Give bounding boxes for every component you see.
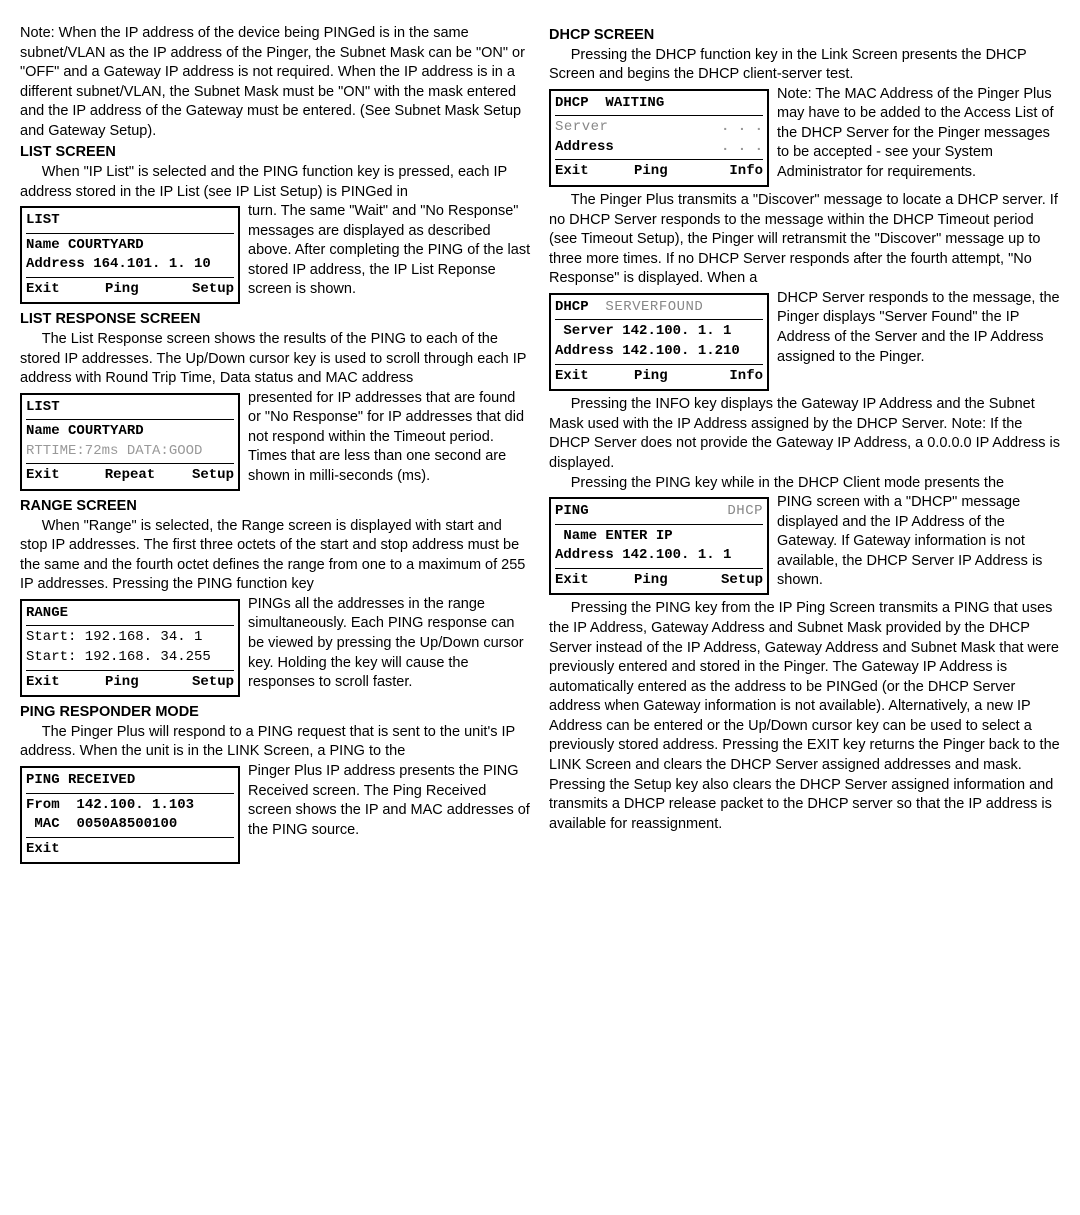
lcd-line-value: COURTYARD bbox=[68, 423, 144, 439]
responder-lcd: PING RECEIVED From 142.100. 1.103 MAC 00… bbox=[20, 766, 240, 864]
list-response-p1: The List Response screen shows the resul… bbox=[20, 330, 531, 389]
range-heading: RANGE SCREEN bbox=[20, 497, 531, 517]
dhcp-p6: Pressing the PING key while in the DHCP … bbox=[549, 474, 1060, 494]
lcd-softkey[interactable]: Setup bbox=[184, 280, 234, 300]
lcd-softkey[interactable]: Setup bbox=[184, 673, 234, 693]
lcd-softkey[interactable]: Repeat bbox=[105, 466, 155, 486]
lcd-line-value: 164.101. 1. 10 bbox=[93, 256, 211, 272]
lcd-softkey[interactable]: Exit bbox=[555, 367, 605, 387]
lcd-line-label: Name bbox=[26, 237, 60, 253]
dhcp-p8: Pressing the PING key from the IP Ping S… bbox=[549, 599, 1060, 834]
lcd-softkey[interactable]: Exit bbox=[26, 280, 76, 300]
note-paragraph: Note: When the IP address of the device … bbox=[20, 24, 531, 141]
dhcp-heading: DHCP SCREEN bbox=[549, 26, 1060, 46]
lcd-line-value: . . . bbox=[721, 118, 763, 138]
responder-heading: PING RESPONDER MODE bbox=[20, 703, 531, 723]
lcd-line-label: From bbox=[26, 797, 60, 813]
lcd-softkey[interactable]: Setup bbox=[184, 466, 234, 486]
responder-p1: The Pinger Plus will respond to a PING r… bbox=[20, 723, 531, 762]
lcd-softkey[interactable]: Setup bbox=[713, 571, 763, 591]
lcd-softkey[interactable]: Ping bbox=[634, 571, 684, 591]
lcd-line-value: 0050A8500100 bbox=[76, 816, 177, 832]
lcd-softkey[interactable]: Exit bbox=[555, 162, 605, 182]
lcd-title: PING bbox=[555, 502, 589, 522]
lcd-line-label: Address bbox=[555, 343, 614, 359]
lcd-title: RANGE bbox=[26, 604, 68, 624]
lcd-softkey[interactable]: Exit bbox=[26, 840, 76, 860]
lcd-line-value: 142.100. 1. 1 bbox=[622, 547, 731, 563]
lcd-softkey[interactable]: Exit bbox=[26, 673, 76, 693]
lcd-line-value: ENTER IP bbox=[605, 528, 672, 544]
lcd-softkey[interactable]: Info bbox=[713, 367, 763, 387]
dhcp-lcd2: DHCP SERVERFOUND Server 142.100. 1. 1 Ad… bbox=[549, 293, 769, 391]
lcd-softkey[interactable]: Ping bbox=[634, 367, 684, 387]
lcd-line: Start: 192.168. 34. 1 bbox=[26, 628, 234, 648]
list-screen-heading: LIST SCREEN bbox=[20, 143, 531, 163]
range-p1: When "Range" is selected, the Range scre… bbox=[20, 517, 531, 595]
lcd-softkey[interactable]: Ping bbox=[105, 280, 155, 300]
lcd-line-label: Address bbox=[26, 256, 85, 272]
lcd-line-value: . . . bbox=[721, 138, 763, 158]
lcd-title: LIST bbox=[26, 211, 60, 231]
lcd-line-label: Server bbox=[555, 118, 608, 138]
lcd-line-value: 142.100. 1. 1 bbox=[622, 323, 731, 339]
lcd-line-value: COURTYARD bbox=[68, 237, 144, 253]
list-response-heading: LIST RESPONSE SCREEN bbox=[20, 310, 531, 330]
lcd-title: PING RECEIVED bbox=[26, 771, 135, 791]
lcd-line-value: 142.100. 1.103 bbox=[76, 797, 194, 813]
lcd-line-label: Name bbox=[563, 528, 597, 544]
dhcp-p1: Pressing the DHCP function key in the Li… bbox=[549, 46, 1060, 85]
lcd-softkey[interactable]: Exit bbox=[26, 466, 76, 486]
list-screen-lcd: LIST Name COURTYARD Address 164.101. 1. … bbox=[20, 206, 240, 304]
lcd-title: LIST bbox=[26, 398, 60, 418]
lcd-softkey[interactable]: Exit bbox=[555, 571, 605, 591]
lcd-softkey[interactable]: Info bbox=[713, 162, 763, 182]
lcd-line-label: Name bbox=[26, 423, 60, 439]
dhcp-p3: The Pinger Plus transmits a "Discover" m… bbox=[549, 191, 1060, 289]
list-screen-p1: When "IP List" is selected and the PING … bbox=[20, 163, 531, 202]
lcd-status: WAITING bbox=[605, 95, 664, 111]
lcd-line-value: 142.100. 1.210 bbox=[622, 343, 740, 359]
dhcp-lcd3: PING DHCP Name ENTER IP Address 142.100.… bbox=[549, 497, 769, 595]
lcd-status: DHCP bbox=[727, 502, 763, 522]
lcd-title: DHCP bbox=[555, 95, 589, 111]
lcd-line: RTTIME:72ms DATA:GOOD bbox=[26, 442, 234, 462]
lcd-status: SERVERFOUND bbox=[605, 299, 703, 315]
lcd-line-label: Server bbox=[563, 323, 613, 339]
range-lcd: RANGE Start: 192.168. 34. 1 Start: 192.1… bbox=[20, 599, 240, 697]
list-response-lcd: LIST Name COURTYARD RTTIME:72ms DATA:GOO… bbox=[20, 393, 240, 491]
lcd-title: DHCP bbox=[555, 299, 589, 315]
lcd-line-label: MAC bbox=[34, 816, 59, 832]
lcd-softkey[interactable]: Ping bbox=[634, 162, 684, 182]
lcd-line: Start: 192.168. 34.255 bbox=[26, 648, 234, 668]
dhcp-p5: Pressing the INFO key displays the Gatew… bbox=[549, 395, 1060, 473]
dhcp-lcd1: DHCP WAITING Server . . . Address . . . Ex… bbox=[549, 89, 769, 187]
lcd-line-label: Address bbox=[555, 138, 614, 158]
lcd-softkey[interactable]: Ping bbox=[105, 673, 155, 693]
lcd-line-label: Address bbox=[555, 547, 614, 563]
